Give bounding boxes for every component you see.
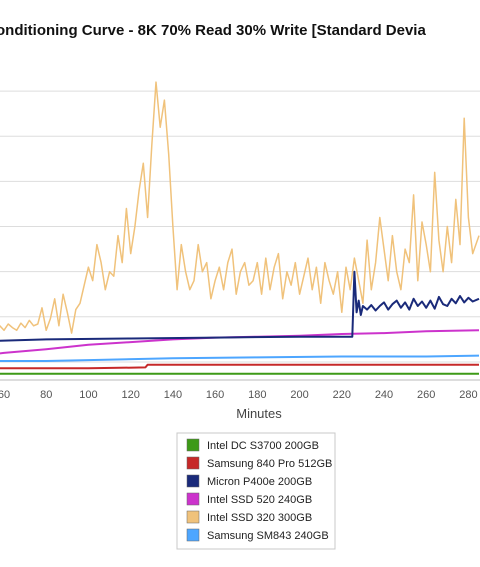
x-tick-label-180: 180 <box>248 389 266 401</box>
x-tick-label-200: 200 <box>290 389 308 401</box>
x-axis-title: Minutes <box>236 406 282 421</box>
series-line-1 <box>0 363 479 370</box>
legend-label-0: Intel DC S3700 200GB <box>207 440 319 452</box>
legend-label-4: Intel SSD 320 300GB <box>207 512 312 524</box>
legend-box <box>176 432 336 550</box>
legend-swatch-2 <box>186 474 200 488</box>
series-line-5 <box>0 354 480 362</box>
chart-title: onditioning Curve - 8K 70% Read 30% Writ… <box>0 22 426 39</box>
x-tick-label-80: 80 <box>40 389 52 401</box>
x-axis-ticks: 60 80 100 120 140 160 180 200 220 240 260 280 <box>0 389 478 401</box>
x-tick-label-260: 260 <box>417 389 435 401</box>
series-line-2 <box>0 270 480 342</box>
x-tick-label-100: 100 <box>79 389 97 401</box>
legend-swatch-0 <box>186 438 200 452</box>
legend-items: Intel DC S3700 200GB Samsung 840 Pro 512G… <box>186 438 332 542</box>
legend-swatch-1 <box>186 456 200 470</box>
x-tick-label-280: 280 <box>459 389 477 401</box>
legend-label-1: Samsung 840 Pro 512GB <box>207 458 332 470</box>
x-tick-label-120: 120 <box>121 389 139 401</box>
legend-swatch-5 <box>186 528 200 542</box>
series-lines <box>0 81 480 375</box>
legend-label-2: Micron P400e 200GB <box>207 476 312 488</box>
x-tick-label-140: 140 <box>164 389 182 401</box>
legend: Intel DC S3700 200GB Samsung 840 Pro 512G… <box>176 432 336 550</box>
x-tick-label-60: 60 <box>0 389 10 401</box>
x-tick-label-160: 160 <box>206 389 224 401</box>
legend-swatch-4 <box>186 510 200 524</box>
legend-swatch-3 <box>186 492 200 506</box>
x-tick-label-220: 220 <box>333 389 351 401</box>
x-tick-label-240: 240 <box>375 389 393 401</box>
series-line-4 <box>0 81 480 334</box>
legend-label-5: Samsung SM843 240GB <box>207 530 329 542</box>
legend-label-3: Intel SSD 520 240GB <box>207 494 312 506</box>
